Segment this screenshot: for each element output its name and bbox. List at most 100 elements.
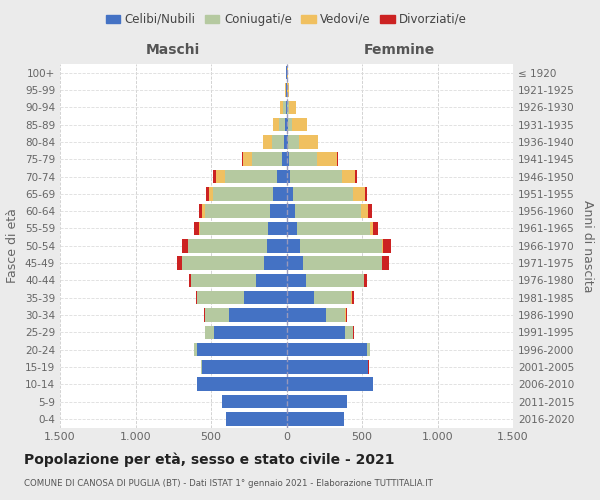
Bar bbox=[287, 170, 290, 183]
Bar bbox=[209, 187, 212, 200]
Bar bbox=[288, 135, 299, 148]
Text: Maschi: Maschi bbox=[146, 42, 200, 56]
Bar bbox=[383, 239, 391, 252]
Bar bbox=[200, 222, 268, 235]
Bar bbox=[212, 187, 273, 200]
Bar bbox=[285, 83, 286, 96]
Bar bbox=[361, 204, 368, 218]
Bar bbox=[226, 412, 287, 426]
Bar bbox=[283, 100, 286, 114]
Bar bbox=[285, 118, 287, 132]
Bar bbox=[297, 222, 370, 235]
Bar bbox=[364, 274, 367, 287]
Bar bbox=[287, 256, 303, 270]
Bar bbox=[293, 187, 353, 200]
Bar bbox=[373, 222, 378, 235]
Bar bbox=[287, 118, 288, 132]
Bar bbox=[286, 100, 287, 114]
Bar bbox=[205, 308, 229, 322]
Bar bbox=[194, 343, 197, 356]
Bar bbox=[268, 222, 287, 235]
Bar bbox=[191, 274, 256, 287]
Bar bbox=[197, 378, 287, 391]
Text: COMUNE DI CANOSA DI PUGLIA (BT) - Dati ISTAT 1° gennaio 2021 - Elaborazione TUTT: COMUNE DI CANOSA DI PUGLIA (BT) - Dati I… bbox=[24, 479, 433, 488]
Bar bbox=[295, 204, 361, 218]
Bar bbox=[264, 256, 287, 270]
Bar bbox=[204, 308, 205, 322]
Bar bbox=[287, 378, 373, 391]
Bar bbox=[287, 239, 300, 252]
Bar bbox=[194, 222, 199, 235]
Bar bbox=[287, 187, 293, 200]
Bar bbox=[370, 222, 373, 235]
Bar bbox=[277, 170, 287, 183]
Bar bbox=[256, 274, 287, 287]
Bar bbox=[365, 187, 367, 200]
Bar bbox=[202, 204, 205, 218]
Bar bbox=[289, 100, 296, 114]
Bar bbox=[341, 170, 355, 183]
Bar bbox=[188, 239, 267, 252]
Bar bbox=[287, 135, 288, 148]
Bar bbox=[263, 135, 272, 148]
Bar bbox=[197, 291, 244, 304]
Bar bbox=[346, 308, 347, 322]
Bar bbox=[178, 256, 182, 270]
Bar bbox=[355, 170, 358, 183]
Text: Femmine: Femmine bbox=[364, 42, 436, 56]
Text: Popolazione per età, sesso e stato civile - 2021: Popolazione per età, sesso e stato civil… bbox=[24, 452, 395, 467]
Bar bbox=[306, 274, 364, 287]
Bar bbox=[346, 326, 353, 339]
Bar bbox=[287, 343, 367, 356]
Bar bbox=[368, 204, 372, 218]
Bar bbox=[367, 343, 370, 356]
Bar bbox=[314, 291, 352, 304]
Bar bbox=[215, 170, 224, 183]
Bar bbox=[287, 360, 368, 374]
Bar bbox=[213, 170, 215, 183]
Bar bbox=[287, 222, 297, 235]
Bar bbox=[287, 152, 289, 166]
Bar bbox=[273, 187, 287, 200]
Bar bbox=[279, 118, 285, 132]
Bar bbox=[292, 118, 307, 132]
Bar bbox=[352, 291, 354, 304]
Bar bbox=[353, 187, 365, 200]
Bar bbox=[287, 274, 306, 287]
Bar bbox=[337, 152, 338, 166]
Bar bbox=[287, 291, 314, 304]
Bar bbox=[287, 83, 289, 96]
Bar bbox=[287, 100, 289, 114]
Y-axis label: Anni di nascita: Anni di nascita bbox=[581, 200, 594, 292]
Bar bbox=[206, 187, 209, 200]
Bar bbox=[205, 326, 214, 339]
Bar bbox=[382, 256, 389, 270]
Bar bbox=[202, 360, 287, 374]
Bar bbox=[287, 326, 346, 339]
Bar bbox=[197, 343, 287, 356]
Bar bbox=[252, 152, 282, 166]
Bar bbox=[270, 204, 287, 218]
Bar bbox=[205, 204, 270, 218]
Bar bbox=[214, 326, 287, 339]
Bar bbox=[287, 395, 347, 408]
Bar bbox=[272, 135, 284, 148]
Bar bbox=[287, 412, 344, 426]
Bar bbox=[242, 152, 243, 166]
Bar bbox=[224, 170, 277, 183]
Bar bbox=[244, 291, 287, 304]
Bar bbox=[382, 239, 383, 252]
Bar bbox=[273, 118, 279, 132]
Bar bbox=[229, 308, 287, 322]
Bar bbox=[299, 135, 318, 148]
Bar bbox=[287, 308, 326, 322]
Bar bbox=[317, 152, 337, 166]
Y-axis label: Fasce di età: Fasce di età bbox=[7, 208, 19, 283]
Bar bbox=[182, 239, 188, 252]
Legend: Celibi/Nubili, Coniugati/e, Vedovi/e, Divorziati/e: Celibi/Nubili, Coniugati/e, Vedovi/e, Di… bbox=[101, 8, 472, 30]
Bar bbox=[289, 152, 317, 166]
Bar bbox=[290, 170, 341, 183]
Bar bbox=[199, 222, 200, 235]
Bar bbox=[243, 152, 252, 166]
Bar bbox=[300, 239, 382, 252]
